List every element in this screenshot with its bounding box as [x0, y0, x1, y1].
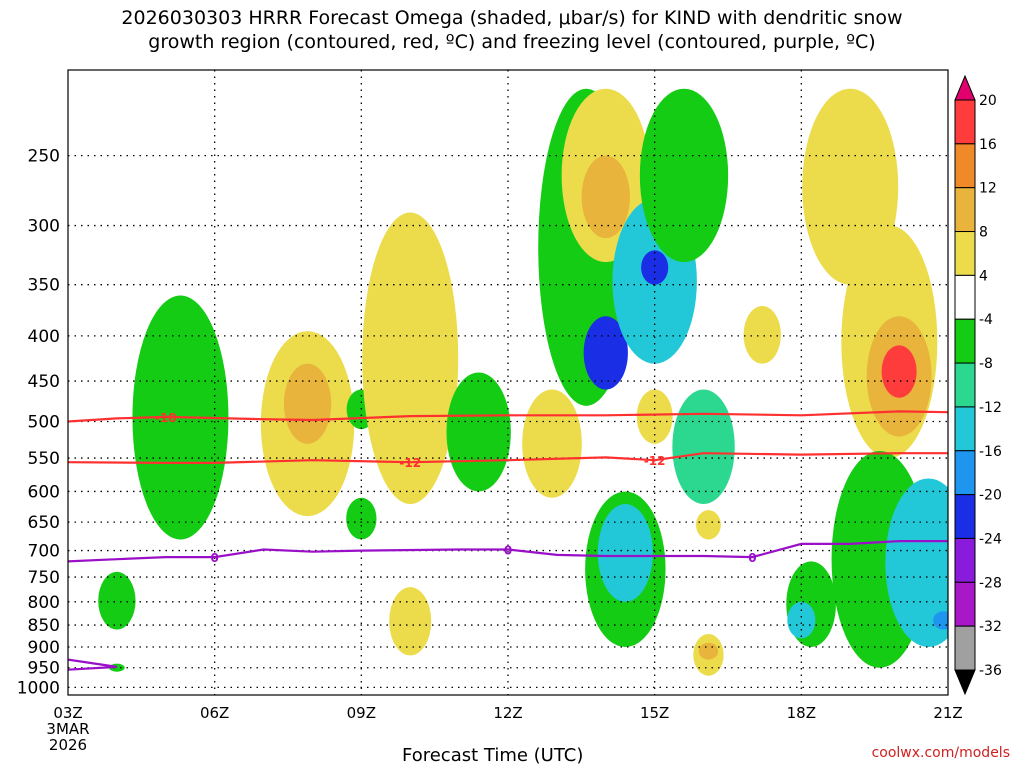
omega-cell: [583, 316, 628, 390]
y-tick-label: 600: [28, 482, 60, 502]
contour-label: 0: [504, 543, 512, 557]
x-tick-label: 15Z: [640, 704, 669, 722]
colorbar-segment: [954, 537, 976, 583]
colorbar-segment: [954, 99, 976, 145]
colorbar-label: -20: [979, 488, 1002, 504]
y-tick-label: 500: [28, 413, 60, 433]
y-tick-label: 800: [28, 593, 60, 613]
contour-label: -12: [644, 454, 666, 468]
omega-cell: [581, 155, 630, 239]
omega-cell: [597, 504, 653, 602]
x-start-label: 03Z: [53, 704, 82, 722]
colorbar-segment: [954, 143, 976, 189]
y-tick-label: 550: [28, 449, 60, 469]
credit-text: coolwx.com/models: [871, 745, 1010, 761]
contour-label: -12: [399, 456, 421, 470]
omega-cell: [283, 363, 332, 444]
title-line-1: 2026030303 HRRR Forecast Omega (shaded, …: [121, 7, 903, 29]
omega-cell: [641, 250, 669, 285]
y-tick-label: 850: [28, 616, 60, 636]
colorbar-segment: [954, 406, 976, 452]
y-tick-label: 400: [28, 327, 60, 347]
y-tick-label: 650: [28, 513, 60, 533]
colorbar-label: 8: [979, 225, 988, 241]
dgz-contour: [68, 410, 948, 423]
omega-cell: [885, 478, 948, 647]
contour-label: 0: [748, 551, 756, 565]
colorbar-segment: [954, 318, 976, 364]
x-tick-label: 06Z: [200, 704, 229, 722]
colorbar-label: -28: [979, 575, 1002, 591]
omega-cell: [446, 372, 511, 492]
y-tick-label: 250: [28, 147, 60, 167]
colorbar-label: 12: [979, 181, 997, 197]
colorbar-label: 4: [979, 268, 988, 284]
colorbar-label: -12: [979, 400, 1002, 416]
x-start-label: 3MAR: [46, 720, 89, 738]
colorbar-label: -8: [979, 356, 993, 372]
omega-cell: [695, 510, 721, 540]
colorbar-segment: [954, 274, 976, 320]
plot-border: [67, 69, 949, 696]
omega-cell: [933, 611, 948, 630]
colorbar-label: -24: [979, 531, 1002, 547]
y-tick-label: 300: [28, 217, 60, 237]
y-tick-label: 700: [28, 542, 60, 562]
omega-cell: [672, 389, 735, 505]
omega-cell: [881, 345, 917, 398]
chart-title: 2026030303 HRRR Forecast Omega (shaded, …: [0, 6, 1024, 54]
x-axis-label: Forecast Time (UTC): [402, 745, 584, 766]
omega-cell: [743, 305, 781, 364]
x-start-label: 2026: [49, 736, 87, 754]
omega-cell: [362, 212, 459, 505]
colorbar-segment: [954, 362, 976, 408]
colorbar-bottom-arrow: [954, 669, 976, 696]
y-tick-label: 1000: [17, 678, 60, 698]
x-tick-label: 21Z: [933, 704, 962, 722]
contour-label: 0: [210, 551, 218, 565]
y-tick-label: 350: [28, 276, 60, 296]
colorbar-label: 20: [979, 93, 997, 109]
colorbar-segment: [954, 494, 976, 539]
omega-cell: [522, 389, 582, 498]
colorbar-label: -36: [979, 663, 1002, 679]
x-tick-label: 12Z: [493, 704, 522, 722]
title-line-2: growth region (contoured, red, ºC) and f…: [148, 31, 876, 53]
colorbar-label: -16: [979, 444, 1002, 460]
colorbar-label: -4: [979, 312, 993, 328]
x-tick-label: 18Z: [787, 704, 816, 722]
freezing-level-contour-lower: [68, 658, 118, 671]
omega-cell: [636, 389, 673, 444]
colorbar-segment: [954, 187, 976, 233]
contour-label: -18: [155, 411, 177, 425]
omega-shading: [98, 88, 948, 676]
dgz-contour: [68, 452, 948, 464]
colorbar-segment: [954, 625, 976, 671]
colorbar-segment: [954, 450, 976, 496]
freezing-level-contour: [68, 540, 948, 563]
y-tick-label: 750: [28, 568, 60, 588]
x-tick-label: 09Z: [347, 704, 376, 722]
y-tick-label: 450: [28, 372, 60, 392]
colorbar-label: -32: [979, 619, 1002, 635]
omega-cell: [639, 88, 729, 263]
y-tick-label: 950: [28, 659, 60, 679]
omega-cell: [389, 587, 432, 656]
omega-cell: [787, 601, 816, 639]
colorbar-label: 16: [979, 137, 997, 153]
colorbar-top-arrow: [954, 74, 976, 101]
colorbar-segment: [954, 231, 976, 276]
colorbar-segment: [954, 581, 976, 627]
omega-cell: [98, 571, 136, 630]
omega-cell: [698, 642, 719, 660]
y-tick-label: 900: [28, 638, 60, 658]
